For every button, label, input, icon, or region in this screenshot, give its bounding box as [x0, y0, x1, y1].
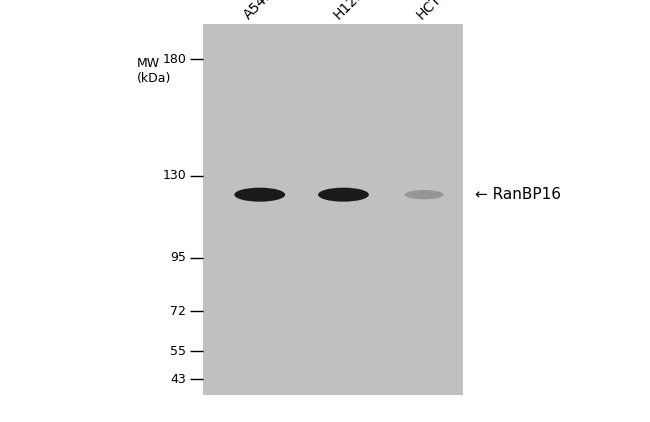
- Text: 95: 95: [170, 251, 186, 264]
- Ellipse shape: [235, 188, 285, 202]
- Bar: [203, 24, 463, 395]
- Text: 72: 72: [170, 305, 186, 318]
- Text: 180: 180: [162, 53, 186, 66]
- Text: 55: 55: [170, 344, 186, 357]
- Ellipse shape: [318, 188, 369, 202]
- Text: H1299: H1299: [331, 0, 373, 22]
- Text: 43: 43: [170, 373, 186, 386]
- Text: A549: A549: [241, 0, 276, 22]
- Text: 130: 130: [162, 170, 186, 182]
- Text: MW
(kDa): MW (kDa): [136, 57, 171, 85]
- Ellipse shape: [405, 190, 443, 199]
- Text: ← RanBP16: ← RanBP16: [475, 187, 561, 202]
- Text: HCT116: HCT116: [414, 0, 463, 22]
